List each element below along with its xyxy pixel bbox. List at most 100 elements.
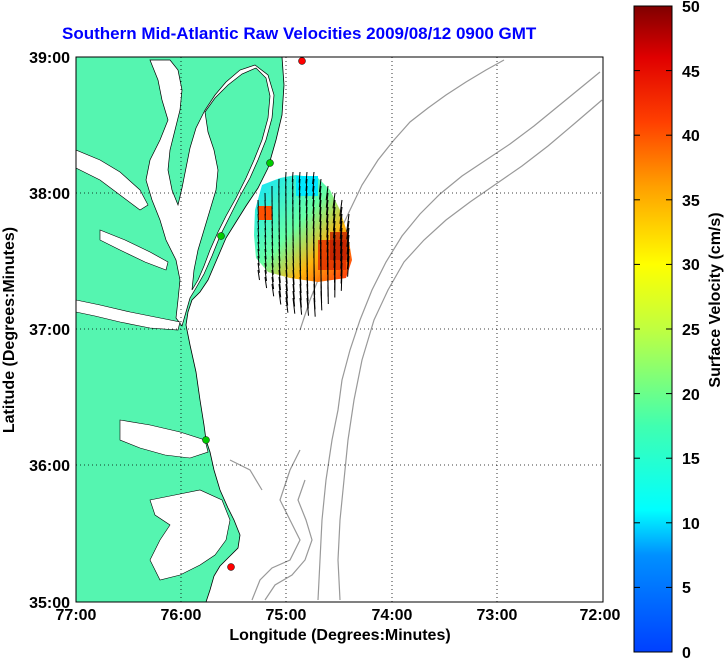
velocity-arrow (306, 297, 309, 316)
velocity-arrow (264, 234, 267, 245)
pamlico-sound (149, 489, 231, 581)
velocity-arrow (285, 276, 288, 292)
river-james (76, 299, 181, 331)
y-axis: 39:00 38:00 37:00 36:00 35:00 Latitude (… (1, 50, 70, 612)
velocity-arrow (312, 178, 315, 192)
velocity-arrow (291, 171, 294, 183)
velocity-arrow (278, 262, 281, 276)
x-tick-label: 74:00 (372, 607, 413, 624)
velocity-arrow (332, 199, 336, 216)
colorbar-gradient (633, 5, 673, 653)
albemarle-sound (119, 419, 209, 459)
colorbar-tick-label: 5 (682, 580, 691, 597)
velocity-arrow (271, 248, 274, 261)
velocity-arrow (333, 220, 336, 239)
velocity-arrow (346, 220, 350, 240)
colorbar-tick-label: 0 (682, 645, 691, 659)
velocity-arrow (318, 178, 322, 193)
x-tick-label: 75:00 (266, 607, 307, 624)
plot-frame (75, 56, 604, 603)
velocity-arrow (257, 220, 260, 230)
velocity-arrow (271, 255, 274, 268)
grid-lines (76, 57, 603, 602)
y-tick-label: 37:00 (29, 322, 70, 339)
velocity-arrow (257, 255, 260, 266)
velocity-arrow (257, 241, 260, 252)
velocity-arrow (257, 269, 260, 281)
velocity-arrow (264, 269, 267, 281)
velocity-arrow (325, 185, 329, 201)
velocity-arrow (319, 192, 322, 208)
velocity-arrow (271, 283, 275, 297)
y-tick-label: 39:00 (29, 50, 70, 67)
x-axis-label: Longitude (Degrees:Minutes) (229, 627, 450, 644)
y-tick-label: 38:00 (29, 186, 70, 203)
velocity-arrow (319, 185, 322, 200)
velocity-arrow (326, 206, 329, 223)
velocity-arrow (264, 276, 268, 289)
velocity-arrow (305, 192, 308, 206)
colorbar: 0 5 10 15 20 25 30 35 40 45 50 Surface V… (633, 0, 724, 659)
velocity-arrow (332, 206, 336, 224)
velocity-arrow (271, 269, 274, 282)
velocity-arrow (346, 213, 350, 232)
x-axis: 77:00 76:00 75:00 74:00 73:00 72:00 Long… (56, 607, 621, 644)
velocity-arrow (285, 297, 289, 313)
velocity-arrow (346, 241, 350, 262)
station-marker (227, 563, 235, 571)
velocity-arrow (325, 192, 329, 208)
velocity-arrow (305, 185, 308, 199)
velocity-arrow (285, 290, 289, 306)
colorbar-tick-label: 35 (682, 193, 700, 210)
velocity-arrow (346, 227, 350, 247)
y-tick-label: 35:00 (29, 595, 70, 612)
velocity-arrow (257, 213, 259, 223)
velocity-arrow (264, 248, 267, 260)
velocity-arrow (292, 283, 295, 300)
velocity-arrow (292, 290, 296, 307)
delmarva-peninsula (191, 67, 271, 291)
velocity-arrow (326, 213, 329, 231)
velocity-arrow (313, 297, 316, 317)
velocity-arrow (339, 206, 343, 224)
velocity-arrow (298, 178, 301, 191)
velocity-arrow (299, 297, 303, 315)
river-rappahannock (99, 229, 169, 271)
velocity-arrow (285, 283, 288, 299)
velocity-arrow (271, 262, 274, 275)
velocity-arrow (257, 262, 260, 273)
x-tick-label: 73:00 (477, 607, 518, 624)
station-marker (298, 57, 306, 65)
velocity-arrow (305, 178, 308, 191)
x-tick-label: 72:00 (580, 607, 621, 624)
velocity-arrow (319, 206, 322, 222)
colorbar-tick-label: 15 (682, 451, 700, 468)
velocity-arrow (339, 227, 343, 247)
station-marker (217, 232, 225, 240)
velocity-arrow (312, 171, 315, 185)
velocity-arrow (333, 227, 336, 246)
velocity-arrow (320, 290, 323, 311)
velocity-arrow (347, 255, 350, 277)
velocity-arrow (278, 269, 281, 283)
colorbar-tick-label: 25 (682, 322, 700, 339)
station-marker (266, 159, 274, 167)
velocity-arrow (339, 213, 343, 232)
velocity-arrow (325, 199, 329, 216)
velocity-arrow (299, 290, 302, 308)
velocity-arrow (264, 262, 267, 274)
velocity-arrow (257, 248, 260, 259)
velocity-arrow (339, 199, 343, 217)
velocity-arrow (332, 213, 336, 231)
velocity-field (254, 171, 352, 317)
river-potomac (76, 149, 149, 211)
velocity-arrow (278, 276, 281, 291)
velocity-arrow (319, 199, 322, 215)
colorbar-tick-label: 10 (682, 516, 700, 533)
velocity-arrow (264, 227, 267, 238)
colorbar-tick-label: 50 (682, 0, 700, 16)
y-axis-label: Latitude (Degrees:Minutes) (1, 227, 18, 433)
station-marker (202, 436, 210, 444)
velocity-arrow (346, 234, 350, 255)
